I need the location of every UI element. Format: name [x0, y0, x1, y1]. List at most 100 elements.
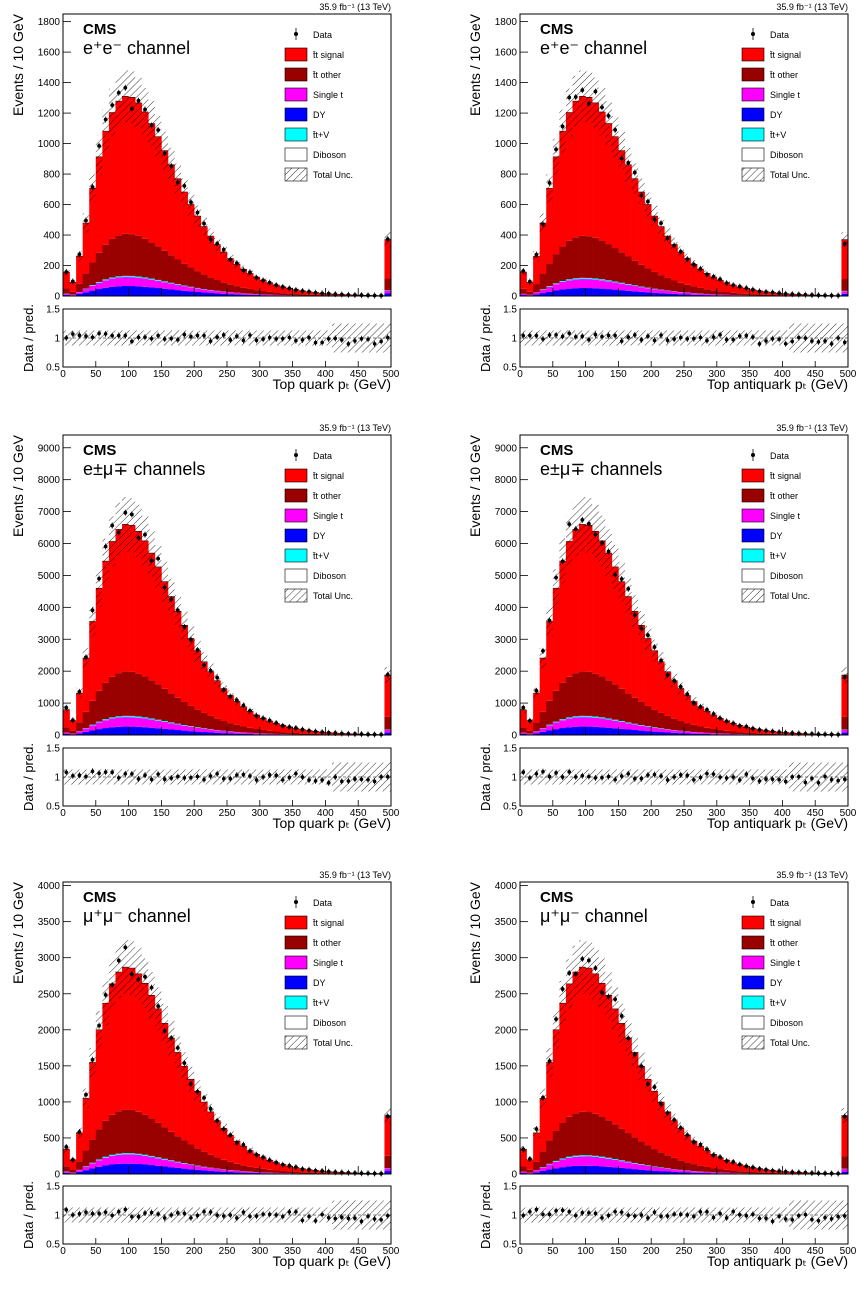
- bar-sig: [670, 680, 678, 719]
- bar-ttv: [585, 715, 593, 718]
- bar-sig: [664, 671, 672, 716]
- bar-st: [533, 1170, 540, 1173]
- bar-other: [723, 1169, 731, 1173]
- data-point: [339, 1170, 344, 1175]
- bar-ttv: [572, 278, 580, 280]
- data-point: [586, 958, 591, 963]
- data-point: [339, 731, 344, 736]
- bar-other: [657, 275, 665, 290]
- data-point: [300, 289, 305, 293]
- bar-other: [128, 234, 136, 276]
- data-point: [593, 966, 598, 971]
- data-point: [606, 994, 611, 999]
- bar-other: [644, 268, 652, 288]
- bar-st: [200, 289, 208, 293]
- data-point: [580, 517, 585, 522]
- bar-dy: [539, 293, 547, 296]
- y-tick-label: 1500: [495, 1061, 518, 1072]
- bar-sig: [710, 714, 718, 729]
- bar-dy: [108, 1164, 116, 1174]
- data-point: [241, 703, 246, 708]
- bar-st: [533, 731, 540, 734]
- bar-sig: [684, 695, 691, 724]
- bar-st: [697, 293, 704, 295]
- legend-label: DY: [770, 110, 783, 120]
- bar-dy: [122, 1163, 129, 1174]
- legend-swatch: [741, 915, 765, 930]
- bar-other: [213, 1157, 221, 1169]
- bar-dy: [651, 1170, 659, 1174]
- bar-st: [841, 1169, 849, 1172]
- bar-st: [598, 280, 606, 289]
- bar-sig: [102, 561, 110, 683]
- legend-label: Data: [313, 30, 332, 40]
- lumi-label: 35.9 fb⁻¹ (13 TeV): [776, 423, 848, 433]
- bar-dy: [585, 288, 593, 296]
- bar-other: [841, 1156, 849, 1169]
- bar-ttv: [161, 281, 169, 283]
- bar-other: [187, 267, 195, 287]
- channel-label: e±μ∓ channels: [540, 459, 662, 479]
- bar-st: [605, 281, 613, 290]
- bar-ttv: [141, 1154, 149, 1156]
- bar-dy: [161, 288, 169, 296]
- lumi-label: 35.9 fb⁻¹ (13 TeV): [776, 870, 848, 880]
- bar-st: [240, 293, 247, 295]
- data-point: [770, 1168, 775, 1173]
- bar-other: [141, 1114, 149, 1155]
- bar-dy: [194, 731, 202, 735]
- bar-other: [585, 236, 593, 278]
- bar-other: [181, 263, 188, 286]
- bar-other: [279, 732, 287, 735]
- data-point: [619, 156, 624, 161]
- bar-sig: [141, 111, 149, 239]
- bar-ttv: [148, 718, 156, 720]
- bar-dy: [657, 1171, 665, 1174]
- bar-st: [82, 289, 90, 293]
- bar-sig: [279, 1164, 287, 1172]
- bar-dy: [697, 294, 704, 296]
- legend-swatch: [741, 127, 765, 142]
- y-tick-label: 1800: [38, 17, 61, 28]
- data-point: [652, 1085, 657, 1089]
- bar-sig: [716, 1157, 724, 1170]
- bar-st: [167, 283, 175, 290]
- bar-other: [233, 724, 241, 732]
- x-tick-label: 300: [251, 1246, 268, 1257]
- bar-dy: [76, 294, 83, 296]
- bar-sig: [89, 621, 97, 701]
- x-tick-label: 200: [186, 1246, 203, 1257]
- x-tick-label: 100: [577, 808, 594, 819]
- bar-other: [292, 1171, 300, 1174]
- bar-st: [526, 733, 534, 735]
- bar-other: [174, 697, 182, 724]
- legend-swatch: [741, 147, 765, 162]
- data-point: [573, 95, 578, 99]
- y-tick-label: 2000: [38, 667, 61, 678]
- bar-dy: [227, 733, 234, 735]
- bar-sig: [181, 1066, 188, 1141]
- bar-other: [115, 673, 123, 717]
- bar-sig: [664, 236, 672, 278]
- bar-st: [552, 1161, 560, 1169]
- channel-label: μ⁺μ⁻ channel: [540, 906, 648, 926]
- bar-dy: [618, 1167, 626, 1174]
- legend-label: t̄t other: [312, 491, 341, 501]
- bar-dy: [690, 1172, 698, 1174]
- ratio-unc-band: [377, 1200, 385, 1230]
- bar-ttv: [95, 281, 103, 283]
- bar-ttv: [95, 721, 103, 723]
- bar-sig: [69, 720, 77, 731]
- data-point: [829, 732, 834, 737]
- bar-other: [384, 278, 392, 291]
- bar-dy: [141, 1164, 149, 1174]
- legend-swatch: [741, 528, 765, 543]
- bar-other: [651, 1149, 659, 1167]
- bar-sig: [240, 269, 247, 288]
- data-point: [241, 268, 246, 273]
- bar-dy: [598, 727, 606, 735]
- x-tick-label: 250: [676, 808, 693, 819]
- bar-st: [559, 1159, 567, 1168]
- data-point: [123, 85, 128, 90]
